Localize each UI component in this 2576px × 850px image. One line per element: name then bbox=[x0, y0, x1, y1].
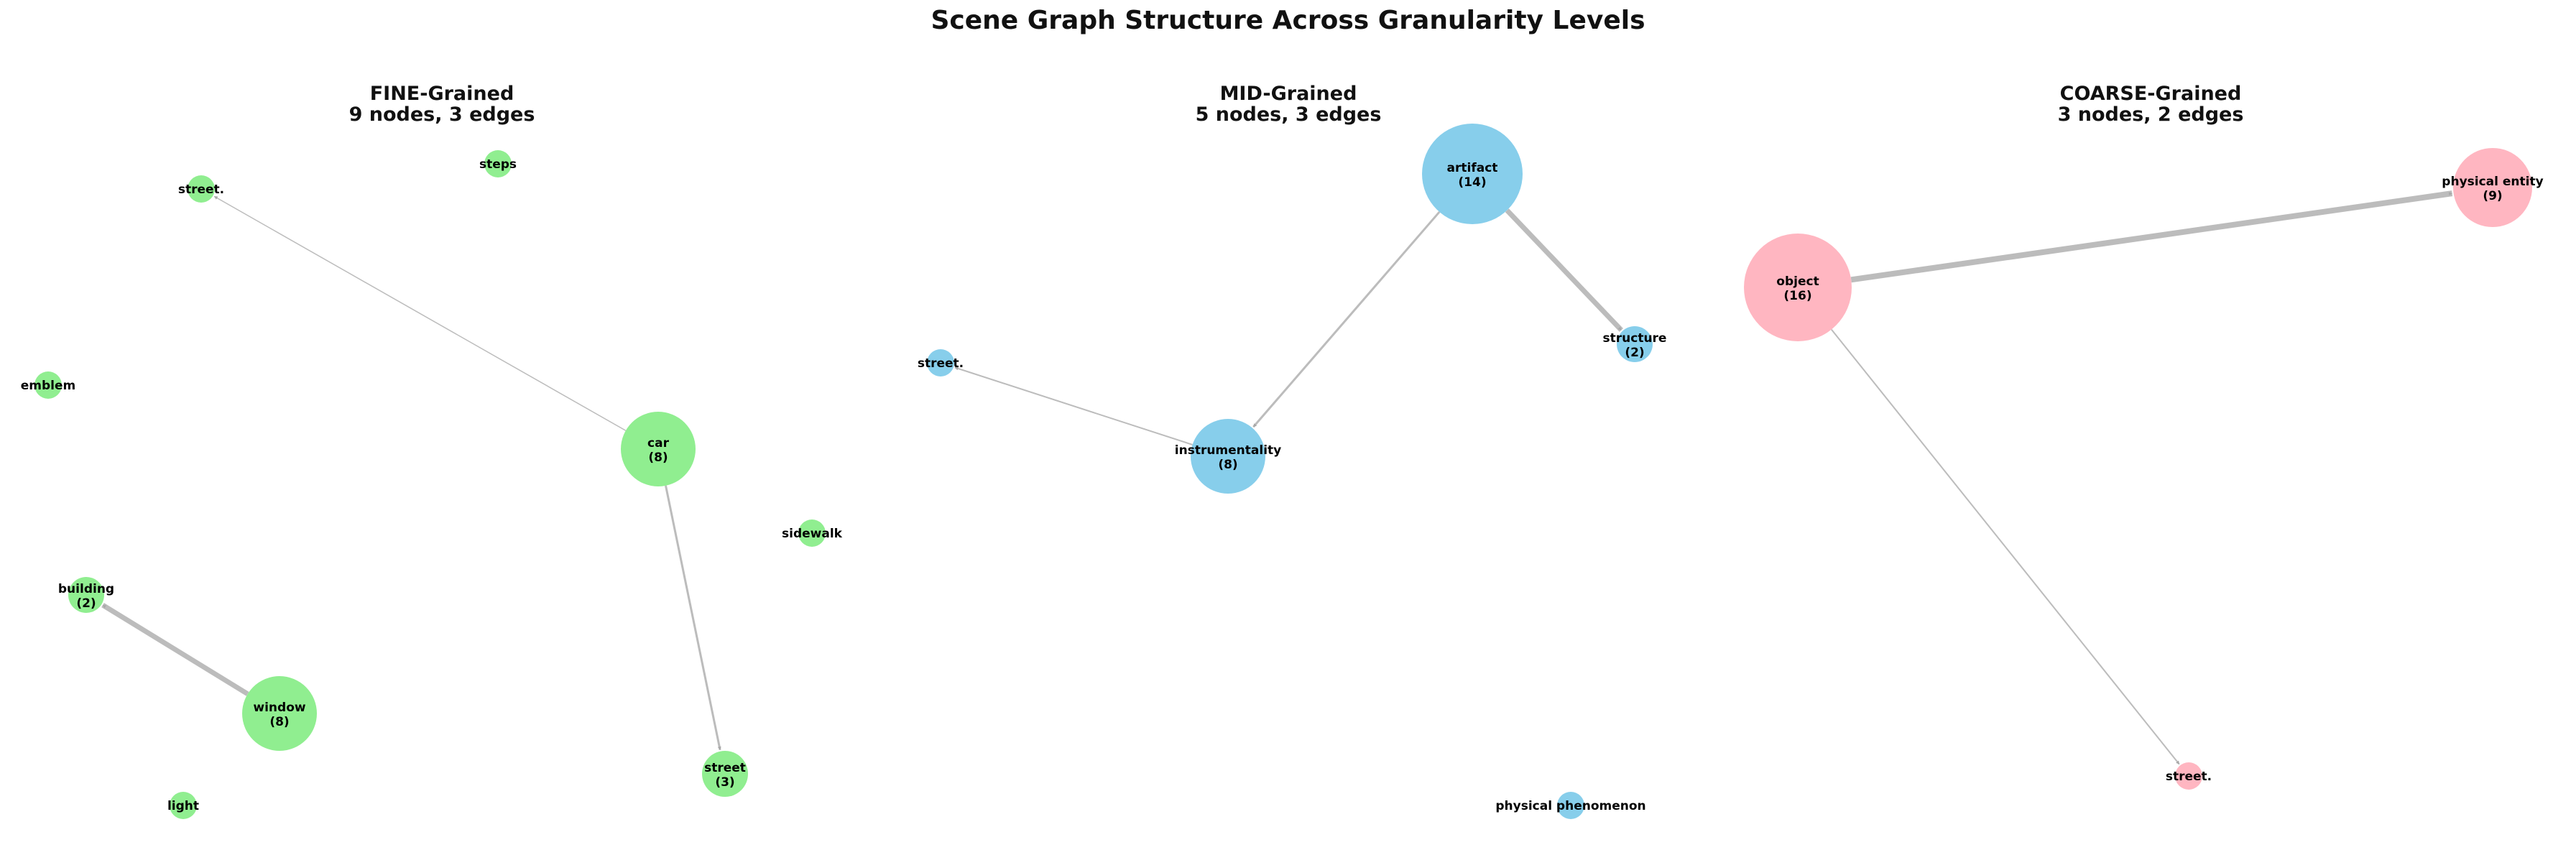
node-circle bbox=[1191, 419, 1265, 494]
node-count: (14) bbox=[1458, 175, 1486, 190]
node-count: (2) bbox=[1625, 346, 1644, 360]
node-fine-street_dot: street. bbox=[178, 175, 224, 203]
node-mid-structure: structure(2) bbox=[1603, 326, 1667, 362]
node-label: street. bbox=[2166, 770, 2212, 784]
node-circle bbox=[188, 175, 215, 203]
panel-title-mid: MID-Grained 5 nodes, 3 edges bbox=[1001, 83, 1576, 125]
edges-layer bbox=[101, 190, 2453, 765]
node-count: (8) bbox=[1218, 458, 1237, 472]
node-circle bbox=[1744, 234, 1852, 341]
panel-heading: COARSE-Grained bbox=[2059, 83, 2242, 105]
panel-heading: FINE-Grained bbox=[369, 83, 514, 105]
edge-mid-instrumentality-to-street_dot bbox=[954, 366, 1193, 445]
edge-mid-artifact-to-instrumentality bbox=[1252, 211, 1441, 428]
node-count: (8) bbox=[648, 451, 668, 465]
node-circle bbox=[1422, 124, 1523, 224]
node-circle bbox=[702, 751, 748, 797]
panel-subtitle: 3 nodes, 2 edges bbox=[2057, 103, 2244, 126]
node-mid-street_dot: street. bbox=[918, 349, 964, 377]
node-mid-physical_phenomenon: physical phenomenon bbox=[1495, 792, 1646, 819]
node-circle bbox=[2175, 762, 2202, 790]
node-circle bbox=[484, 150, 512, 177]
panel-subtitle: 5 nodes, 3 edges bbox=[1195, 103, 1382, 126]
node-circle bbox=[68, 577, 104, 613]
node-circle bbox=[34, 371, 62, 399]
node-fine-sidewalk: sidewalk bbox=[782, 519, 843, 547]
node-label: building bbox=[58, 582, 114, 596]
node-circle bbox=[927, 349, 954, 377]
node-label: physical entity bbox=[2442, 175, 2543, 189]
node-label: street. bbox=[178, 183, 224, 197]
node-coarse-object: object(16) bbox=[1744, 234, 1852, 341]
node-fine-light: light bbox=[167, 792, 199, 819]
node-label: street. bbox=[918, 356, 964, 371]
edge-fine-window-to-building bbox=[101, 603, 249, 696]
node-circle bbox=[798, 519, 826, 547]
node-fine-car: car(8) bbox=[621, 412, 696, 486]
node-coarse-street_dot: street. bbox=[2166, 762, 2212, 790]
edge-coarse-object-to-street_dot bbox=[1831, 328, 2180, 765]
node-mid-instrumentality: instrumentality(8) bbox=[1175, 419, 1281, 494]
node-label: steps bbox=[479, 157, 517, 172]
panel-subtitle: 9 nodes, 3 edges bbox=[348, 103, 535, 126]
node-label: sidewalk bbox=[782, 527, 843, 541]
node-circle bbox=[170, 792, 197, 819]
node-label: object bbox=[1776, 274, 1819, 289]
node-fine-steps: steps bbox=[479, 150, 517, 177]
node-fine-emblem: emblem bbox=[21, 371, 75, 399]
node-fine-building: building(2) bbox=[58, 577, 114, 613]
edge-fine-car-to-street bbox=[665, 485, 721, 751]
node-label: emblem bbox=[21, 379, 75, 393]
node-circle bbox=[621, 412, 696, 486]
figure-title: Scene Graph Structure Across Granularity… bbox=[931, 6, 1645, 35]
node-label: street bbox=[704, 761, 746, 775]
panel-title-coarse: COARSE-Grained 3 nodes, 2 edges bbox=[1863, 83, 2438, 125]
panel-heading: MID-Grained bbox=[1219, 83, 1357, 105]
node-circle bbox=[2453, 148, 2532, 227]
node-coarse-physical_entity: physical entity(9) bbox=[2442, 148, 2544, 227]
panel-title-fine: FINE-Grained 9 nodes, 3 edges bbox=[154, 83, 729, 125]
node-label: light bbox=[167, 799, 199, 813]
nodes-layer: street.stepsemblemcar(8)sidewalkbuilding… bbox=[21, 124, 2544, 819]
node-circle bbox=[242, 676, 317, 751]
node-label: physical phenomenon bbox=[1495, 799, 1645, 813]
node-fine-window: window(8) bbox=[242, 676, 317, 751]
node-fine-street: street(3) bbox=[702, 751, 748, 797]
node-count: (3) bbox=[715, 775, 734, 790]
node-label: window bbox=[253, 701, 305, 715]
node-count: (8) bbox=[269, 715, 289, 729]
edge-mid-artifact-to-structure bbox=[1505, 208, 1623, 332]
node-circle bbox=[1617, 326, 1653, 362]
node-count: (16) bbox=[1783, 289, 1811, 303]
node-count: (9) bbox=[2483, 189, 2502, 203]
edge-coarse-object-to-physical_entity bbox=[1850, 190, 2453, 283]
node-circle bbox=[1557, 792, 1584, 819]
node-label: structure bbox=[1603, 331, 1667, 346]
node-count: (2) bbox=[76, 596, 96, 611]
node-label: artifact bbox=[1447, 161, 1498, 175]
node-mid-artifact: artifact(14) bbox=[1422, 124, 1523, 224]
edge-fine-car-to-street_dot bbox=[213, 195, 627, 431]
node-label: instrumentality bbox=[1175, 443, 1281, 458]
node-label: car bbox=[647, 436, 670, 451]
